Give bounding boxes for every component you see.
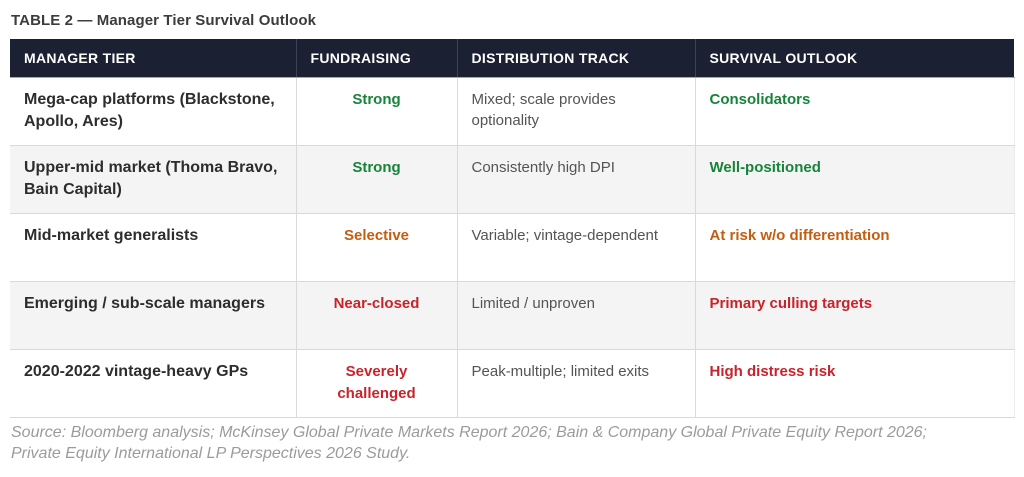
distribution-cell: Consistently high DPI: [456, 145, 695, 215]
tier-cell: Mega-cap platforms (Blackstone, Apollo, …: [10, 77, 296, 147]
source-note: Source: Bloomberg analysis; McKinsey Glo…: [11, 423, 1014, 465]
table-row: Emerging / sub-scale managers Near-close…: [10, 281, 1015, 351]
manager-tier-table: MANAGER TIER FUNDRAISING DISTRIBUTION TR…: [10, 39, 1015, 419]
page: TABLE 2 — Manager Tier Survival Outlook …: [10, 12, 1015, 465]
header-distribution-track: DISTRIBUTION TRACK: [456, 39, 695, 78]
distribution-cell: Limited / unproven: [456, 281, 695, 351]
header-row: MANAGER TIER FUNDRAISING DISTRIBUTION TR…: [10, 39, 1014, 78]
tier-cell: 2020-2022 vintage-heavy GPs: [10, 349, 296, 419]
header-fundraising: FUNDRAISING: [295, 39, 457, 78]
table-row: Mega-cap platforms (Blackstone, Apollo, …: [10, 77, 1015, 147]
distribution-cell: Mixed; scale provides optionality: [456, 77, 695, 147]
fundraising-cell: Selective: [295, 213, 457, 283]
fundraising-cell: Strong: [295, 77, 457, 147]
header-survival-outlook: SURVIVAL OUTLOOK: [694, 39, 1014, 78]
table-row: Upper-mid market (Thoma Bravo, Bain Capi…: [10, 145, 1015, 215]
fundraising-cell: Near-closed: [295, 281, 457, 351]
fundraising-cell: Strong: [295, 145, 457, 215]
outlook-cell: At risk w/o differentiation: [694, 213, 1015, 283]
distribution-cell: Variable; vintage-dependent: [456, 213, 695, 283]
table-header: MANAGER TIER FUNDRAISING DISTRIBUTION TR…: [10, 39, 1014, 78]
source-line-2: Private Equity International LP Perspect…: [11, 445, 411, 463]
tier-cell: Emerging / sub-scale managers: [10, 281, 296, 351]
table-row: 2020-2022 vintage-heavy GPs Severely cha…: [10, 349, 1015, 419]
table-body: Mega-cap platforms (Blackstone, Apollo, …: [10, 77, 1015, 419]
source-line-1: Source: Bloomberg analysis; McKinsey Glo…: [11, 424, 927, 442]
header-manager-tier: MANAGER TIER: [10, 39, 296, 78]
outlook-cell: High distress risk: [694, 349, 1015, 419]
outlook-cell: Consolidators: [694, 77, 1015, 147]
table-row: Mid-market generalists Selective Variabl…: [10, 213, 1015, 283]
distribution-cell: Peak-multiple; limited exits: [456, 349, 695, 419]
outlook-cell: Primary culling targets: [694, 281, 1015, 351]
tier-cell: Mid-market generalists: [10, 213, 296, 283]
outlook-cell: Well-positioned: [694, 145, 1015, 215]
fundraising-cell: Severely challenged: [295, 349, 457, 419]
tier-cell: Upper-mid market (Thoma Bravo, Bain Capi…: [10, 145, 296, 215]
table-title: TABLE 2 — Manager Tier Survival Outlook: [11, 12, 317, 29]
